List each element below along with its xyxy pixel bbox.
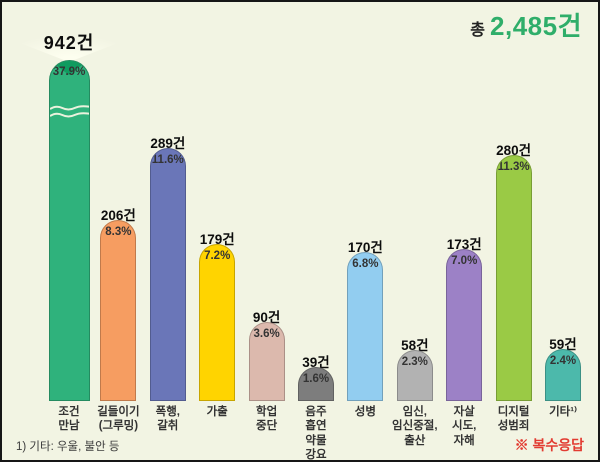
multiple-response-note: ※ 복수응답 [514, 437, 584, 453]
bar: 11.3% [495, 155, 532, 401]
bar-percent-label: 7.0% [451, 255, 478, 267]
bar-percent-label: 3.6% [253, 328, 280, 340]
bar-value-label: 289건 [150, 136, 186, 151]
bar: 7.2% [199, 244, 236, 401]
bar-value-label: 206건 [100, 208, 136, 223]
bar-category-label: 학업 중단 [256, 406, 278, 433]
total-label: 총 2,485건 [470, 6, 582, 43]
bar: 3.6% [248, 322, 285, 401]
footnote: 1) 기타: 우울, 불안 등 [16, 441, 120, 453]
bar-value-label: 39건 [302, 355, 330, 370]
broken-axis-marks [49, 105, 89, 118]
bar-percent-label: 8.3% [105, 226, 132, 238]
bar-category-label: 조건 만남 [58, 406, 80, 433]
total-prefix: 총 [470, 22, 486, 39]
bar-value-label: 58건 [401, 338, 429, 353]
bar-category-label: 임신, 임신중절, 출산 [392, 406, 438, 447]
total-value: 2,485건 [490, 11, 582, 41]
bar-category-label: 길들이기 (그루밍) [97, 406, 140, 433]
bar-category-label: 자살 시도, 자해 [452, 406, 477, 447]
bar-value-label: 90건 [252, 310, 281, 325]
bar-category-label: 가출 [206, 406, 228, 418]
bar-percent-label: 11.3% [497, 161, 530, 173]
bar: 1.6% [298, 367, 334, 401]
bar-value-label: 59건 [549, 337, 577, 352]
bar-value-label: 179건 [199, 232, 235, 247]
bar-percent-label: 11.6% [151, 154, 184, 166]
bar: 37.9% [48, 60, 90, 401]
bar-category-label: 기타¹⁾ [549, 406, 577, 418]
bar-percent-label: 7.2% [204, 250, 231, 262]
bar: 11.6% [149, 148, 186, 401]
bar-percent-label: 2.3% [401, 356, 428, 368]
bar-category-label: 디지털 성범죄 [497, 406, 530, 433]
bar: 2.3% [396, 350, 433, 401]
bar-percent-label: 37.9% [52, 66, 86, 78]
bar-percent-label: 1.6% [302, 373, 330, 385]
bar-percent-label: 6.8% [352, 258, 379, 270]
bar-value-label: 170건 [347, 240, 383, 255]
bar-category-label: 폭행, 갈취 [155, 406, 180, 433]
bar-value-label: 280건 [496, 143, 532, 158]
bar: 8.3% [100, 220, 137, 401]
bar: 2.4% [545, 349, 581, 401]
bar: 6.8% [347, 252, 384, 401]
bar-category-label: 음주 흡연 약물 강요 [305, 406, 327, 462]
bar-value-label: 942건 [43, 33, 95, 53]
bar-percent-label: 2.4% [549, 355, 577, 367]
bar-category-label: 성병 [354, 406, 376, 418]
bar-value-label: 173건 [446, 237, 482, 252]
bar: 7.0% [446, 249, 483, 401]
